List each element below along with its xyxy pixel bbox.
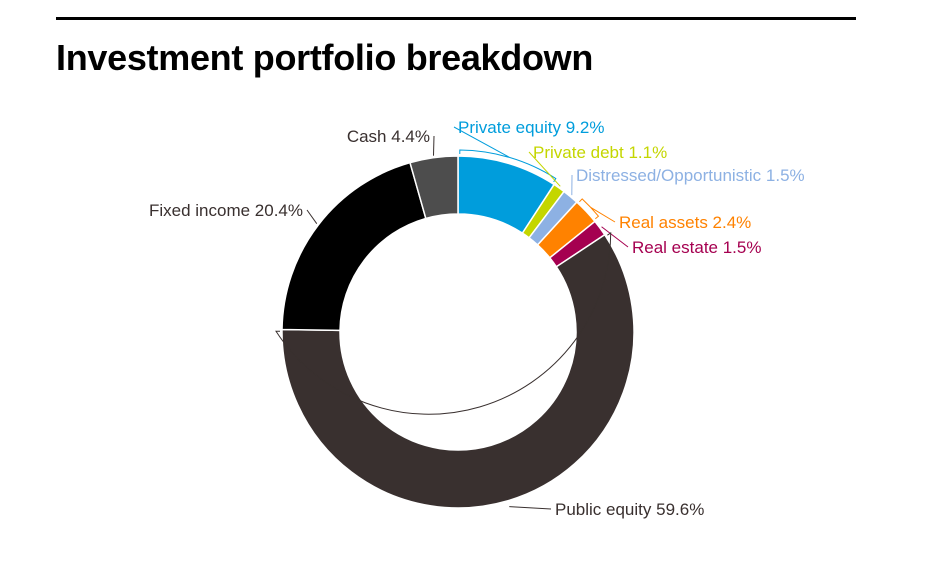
- label-fixed-income: Fixed income 20.4%: [149, 201, 303, 220]
- label-private-equity: Private equity 9.2%: [458, 118, 604, 137]
- label-cash: Cash 4.4%: [347, 127, 430, 146]
- slice-cash: [409, 155, 459, 220]
- leader-private-equity: [453, 126, 557, 183]
- top-rule: [56, 17, 856, 20]
- leader-cash: [432, 135, 435, 156]
- label-public-equity: Public equity 59.6%: [555, 500, 704, 519]
- leader-real-estate: [601, 226, 629, 248]
- slice-labels: Private equity 9.2% Private debt 1.1% Dist…: [149, 118, 805, 519]
- slice-public-equity: [281, 233, 635, 509]
- leader-public-equity: [275, 232, 612, 510]
- donut-slices: [281, 155, 635, 509]
- chart-title: Investment portfolio breakdown: [56, 37, 594, 78]
- leader-private-debt: [528, 151, 561, 187]
- leader-lines: [275, 126, 629, 510]
- slice-fixed-income: [281, 161, 427, 332]
- label-private-debt: Private debt 1.1%: [533, 143, 667, 162]
- leader-fixed-income: [306, 209, 318, 224]
- label-real-assets: Real assets 2.4%: [619, 213, 751, 232]
- leader-real-assets: [579, 198, 616, 223]
- label-real-estate: Real estate 1.5%: [632, 238, 761, 257]
- label-distressed-opportunistic: Distressed/Opportunistic 1.5%: [576, 166, 805, 185]
